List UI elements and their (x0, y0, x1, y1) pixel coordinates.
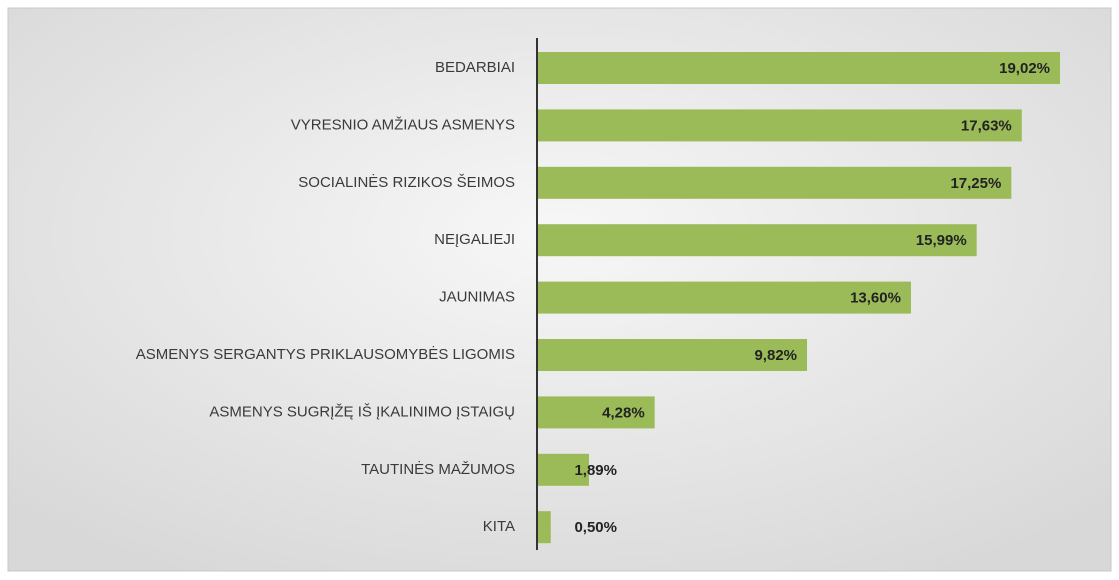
category-label: KITA (483, 518, 515, 535)
category-label: ASMENYS SUGRĮŽĘ IŠ ĮKALINIMO ĮSTAIGŲ (209, 403, 515, 420)
category-label: ASMENYS SERGANTYS PRIKLAUSOMYBĖS LIGOMIS (136, 345, 515, 363)
data-label: 13,60% (850, 290, 901, 307)
plot-area: BEDARBIAI 19,02% VYRESNIO AMŽIAUS ASMENYS 1… (136, 52, 1060, 544)
category-label: TAUTINĖS MAŽUMOS (361, 460, 515, 478)
bar (537, 109, 1022, 142)
category-label: VYRESNIO AMŽIAUS ASMENYS (291, 116, 515, 133)
bar (537, 166, 1012, 199)
data-label: 9,82% (754, 347, 797, 364)
bar (537, 224, 977, 257)
bar (537, 339, 808, 371)
bar (537, 52, 1060, 84)
data-label: 17,25% (950, 175, 1001, 192)
data-label: 19,02% (999, 60, 1050, 77)
bar (537, 511, 551, 544)
category-label: NEĮGALIEJI (434, 231, 515, 248)
data-label: 1,89% (574, 462, 617, 479)
category-label: JAUNIMAS (439, 289, 515, 306)
bar (537, 281, 911, 314)
category-label: SOCIALINĖS RIZIKOS ŠEIMOS (298, 173, 515, 191)
data-label: 15,99% (916, 232, 967, 249)
category-label: BEDARBIAI (435, 59, 515, 76)
data-label: 0,50% (574, 519, 617, 536)
data-label: 17,63% (961, 117, 1012, 134)
bar (537, 396, 655, 429)
data-label: 4,28% (602, 404, 645, 421)
bar (537, 453, 589, 486)
